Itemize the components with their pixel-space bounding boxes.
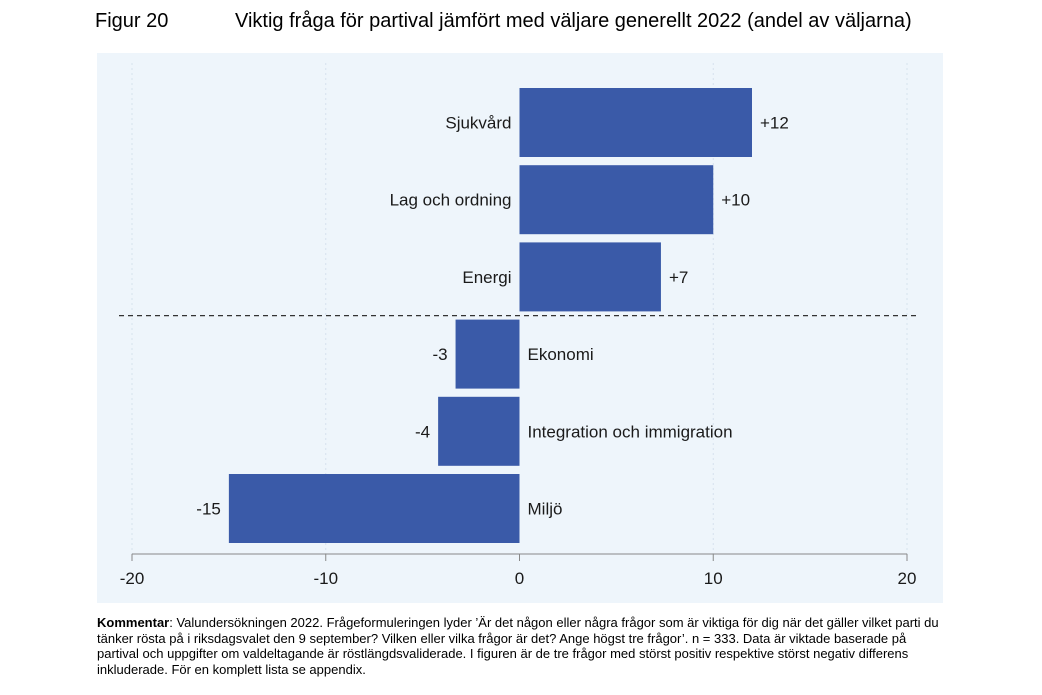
bar-chart: Sjukvård +12 Lag och ordning +10 Energi +7 Eko…	[97, 53, 943, 603]
bar-0	[519, 88, 752, 157]
data-label: +12	[760, 114, 789, 133]
category-label: Integration och immigration	[528, 422, 733, 441]
figure-header: Figur 20 Viktig fråga för partival jämfö…	[95, 10, 955, 40]
category-label: Energi	[462, 268, 511, 287]
bar-4	[438, 396, 520, 466]
comment-text: Kommentar: Valundersökningen 2022. Fråge…	[97, 615, 947, 677]
bar-3	[455, 319, 520, 389]
bar-1	[519, 165, 714, 235]
x-tick-label: 0	[515, 569, 524, 588]
comment-lead: Kommentar	[97, 615, 170, 630]
data-label: +10	[721, 191, 750, 210]
data-label: -3	[432, 345, 447, 364]
category-label: Miljö	[528, 500, 563, 519]
chart-area: Sjukvård +12 Lag och ordning +10 Energi +7 Eko…	[97, 53, 943, 603]
data-label: -15	[196, 500, 221, 519]
bar-5	[228, 474, 520, 543]
x-tick-label: -10	[313, 569, 338, 588]
comment-body: : Valundersökningen 2022. Frågeformuleri…	[97, 615, 939, 677]
x-tick-label: 20	[898, 569, 917, 588]
data-label: +7	[669, 268, 688, 287]
figure-title: Viktig fråga för partival jämfört med vä…	[235, 10, 912, 32]
bar-2	[519, 242, 661, 312]
figure-label: Figur 20	[95, 10, 169, 32]
data-label: -4	[415, 422, 430, 441]
category-label: Sjukvård	[445, 114, 511, 133]
x-tick-label: -20	[120, 569, 145, 588]
x-tick-label: 10	[704, 569, 723, 588]
category-label: Lag och ordning	[390, 191, 512, 210]
category-label: Ekonomi	[528, 345, 594, 364]
